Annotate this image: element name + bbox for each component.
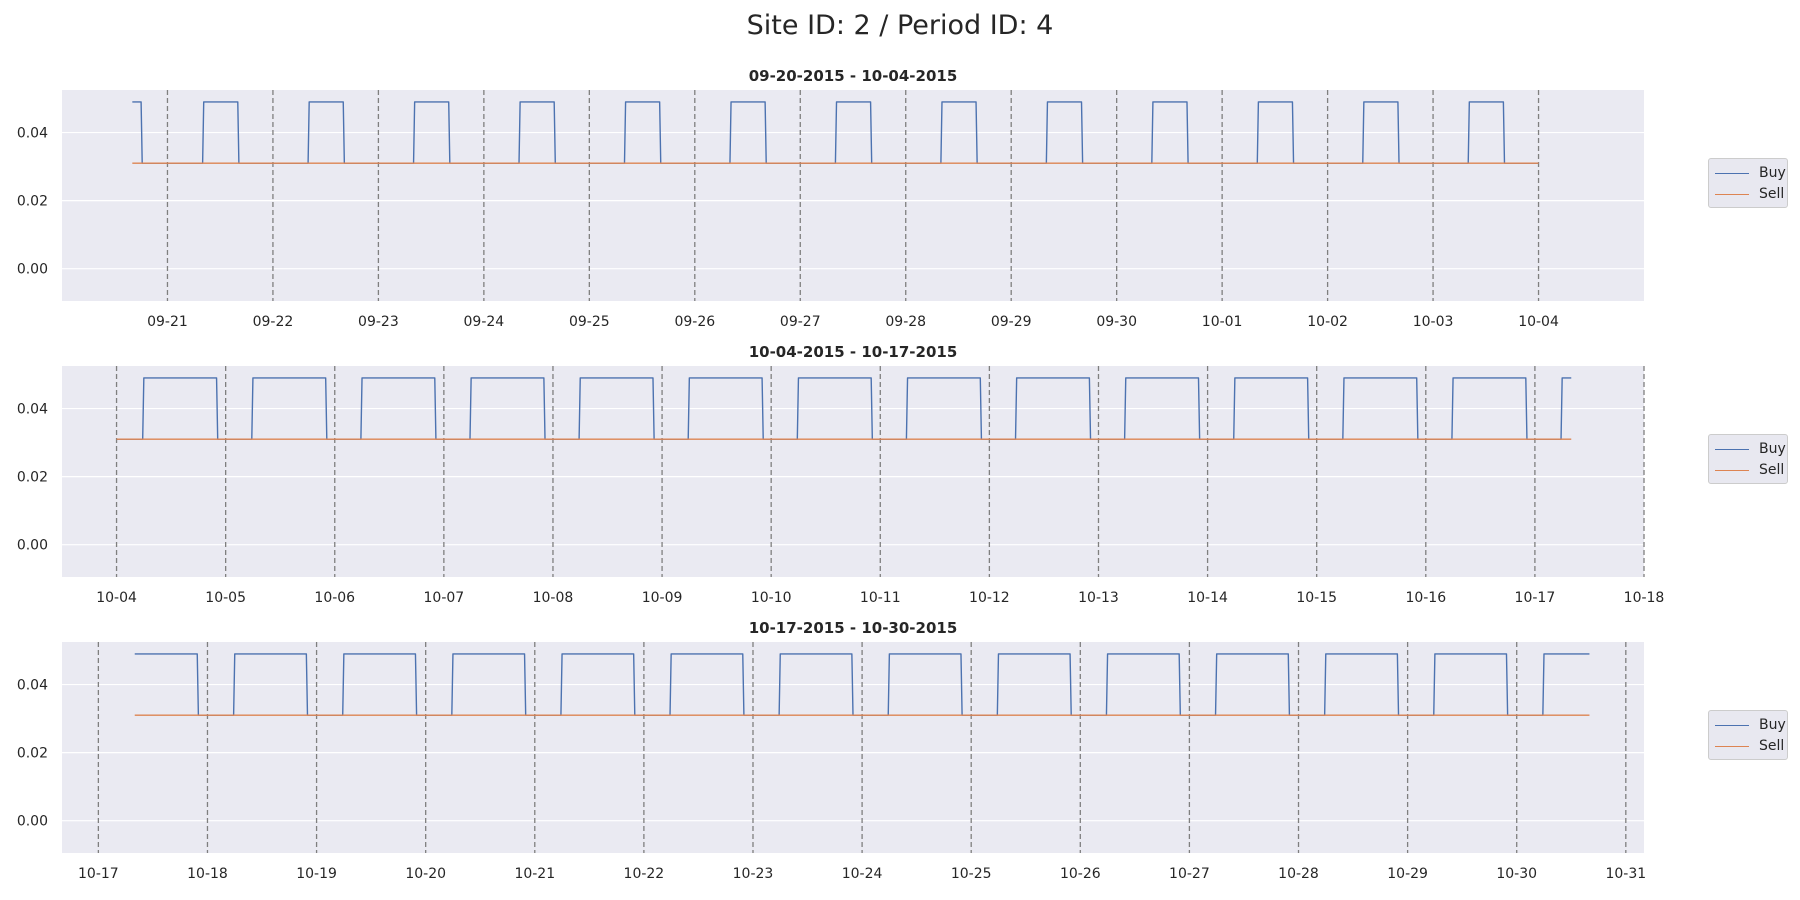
x-tick-label: 09-29 <box>991 314 1032 330</box>
x-tick-label: 10-15 <box>1296 590 1337 606</box>
x-tick-label: 10-21 <box>514 866 555 882</box>
legend-entry-buy: Buy <box>1709 163 1786 183</box>
legend-label-sell: Sell <box>1759 462 1785 478</box>
x-tick-label: 09-27 <box>780 314 821 330</box>
x-tick-label: 10-31 <box>1605 866 1646 882</box>
x-tick-label: 10-06 <box>314 590 355 606</box>
x-tick-label: 10-05 <box>205 590 246 606</box>
x-tick-label: 10-16 <box>1405 590 1446 606</box>
x-tick-label: 09-28 <box>885 314 926 330</box>
x-tick-label: 10-18 <box>187 866 228 882</box>
x-tick-label: 10-08 <box>533 590 574 606</box>
legend-entry-buy: Buy <box>1709 715 1786 735</box>
x-tick-label: 10-18 <box>1624 590 1665 606</box>
x-tick-label: 10-03 <box>1413 314 1454 330</box>
y-tick-label: 0.00 <box>17 538 48 554</box>
legend-label-sell: Sell <box>1759 186 1785 202</box>
x-tick-label: 10-23 <box>733 866 774 882</box>
x-tick-label: 10-04 <box>96 590 137 606</box>
legend-label-buy: Buy <box>1759 441 1786 457</box>
y-tick-label: 0.04 <box>17 678 48 694</box>
x-tick-label: 10-13 <box>1078 590 1119 606</box>
sell-line-swatch <box>1715 193 1749 195</box>
legend-label-sell: Sell <box>1759 738 1785 754</box>
y-tick-label: 0.04 <box>17 126 48 142</box>
figure-suptitle: Site ID: 2 / Period ID: 4 <box>746 10 1054 41</box>
x-tick-label: 10-25 <box>951 866 992 882</box>
subplot-1: 0.00 0.02 0.04 09-21 09-22 09-23 09-24 09-25 09-… <box>17 90 1644 330</box>
x-tick-label: 10-17 <box>1515 590 1556 606</box>
subplot-1-legend: Buy Sell <box>1708 158 1788 208</box>
subplot-3-title: 10-17-2015 - 10-30-2015 <box>748 619 958 637</box>
x-tick-label: 10-04 <box>1518 314 1559 330</box>
x-tick-label: 10-01 <box>1202 314 1243 330</box>
subplot-3: 0.00 0.02 0.04 10-17 10-18 10-19 10-20 10-21 10-… <box>17 642 1646 882</box>
legend-entry-sell: Sell <box>1709 460 1784 480</box>
buy-line-swatch <box>1715 448 1749 450</box>
y-tick-label: 0.00 <box>17 262 48 278</box>
x-tick-label: 10-20 <box>405 866 446 882</box>
legend-entry-buy: Buy <box>1709 439 1786 459</box>
sell-line-swatch <box>1715 469 1749 471</box>
legend-entry-sell: Sell <box>1709 736 1784 756</box>
series-line-buy <box>132 101 1539 164</box>
x-tick-label: 10-24 <box>842 866 883 882</box>
x-tick-label: 09-25 <box>569 314 610 330</box>
x-tick-label: 10-28 <box>1278 866 1319 882</box>
x-tick-label: 10-30 <box>1496 866 1537 882</box>
x-tick-label: 10-09 <box>642 590 683 606</box>
series-line-buy <box>116 377 1572 440</box>
subplot-2: 0.00 0.02 0.04 10-04 10-05 10-06 10-07 10-08 10-… <box>17 366 1665 606</box>
x-tick-label: 09-30 <box>1096 314 1137 330</box>
y-tick-label: 0.00 <box>17 814 48 830</box>
plot-area <box>62 366 1644 577</box>
sell-line-swatch <box>1715 745 1749 747</box>
plot-area <box>62 90 1644 301</box>
x-tick-label: 10-14 <box>1187 590 1228 606</box>
subplot-3-legend: Buy Sell <box>1708 710 1788 760</box>
y-tick-label: 0.02 <box>17 746 48 762</box>
x-tick-label: 10-02 <box>1307 314 1348 330</box>
x-tick-label: 10-22 <box>624 866 665 882</box>
x-tick-label: 10-27 <box>1169 866 1210 882</box>
x-tick-label: 10-29 <box>1387 866 1428 882</box>
x-tick-label: 10-07 <box>424 590 465 606</box>
subplot-2-title: 10-04-2015 - 10-17-2015 <box>748 343 958 361</box>
x-tick-label: 10-19 <box>296 866 337 882</box>
legend-label-buy: Buy <box>1759 165 1786 181</box>
y-tick-label: 0.02 <box>17 470 48 486</box>
x-tick-label: 10-11 <box>860 590 901 606</box>
x-tick-label: 10-17 <box>78 866 119 882</box>
x-tick-label: 10-12 <box>969 590 1010 606</box>
y-tick-label: 0.04 <box>17 402 48 418</box>
plot-area <box>62 642 1644 853</box>
x-tick-label: 09-23 <box>358 314 399 330</box>
x-tick-label: 10-26 <box>1060 866 1101 882</box>
y-tick-label: 0.02 <box>17 194 48 210</box>
buy-line-swatch <box>1715 172 1749 174</box>
legend-entry-sell: Sell <box>1709 184 1784 204</box>
x-tick-label: 09-21 <box>147 314 188 330</box>
subplot-1-title: 09-20-2015 - 10-04-2015 <box>748 67 958 85</box>
x-tick-label: 09-26 <box>674 314 715 330</box>
x-tick-label: 09-22 <box>253 314 294 330</box>
buy-line-swatch <box>1715 724 1749 726</box>
subplot-2-legend: Buy Sell <box>1708 434 1788 484</box>
legend-label-buy: Buy <box>1759 717 1786 733</box>
x-tick-label: 09-24 <box>464 314 505 330</box>
x-tick-label: 10-10 <box>751 590 792 606</box>
